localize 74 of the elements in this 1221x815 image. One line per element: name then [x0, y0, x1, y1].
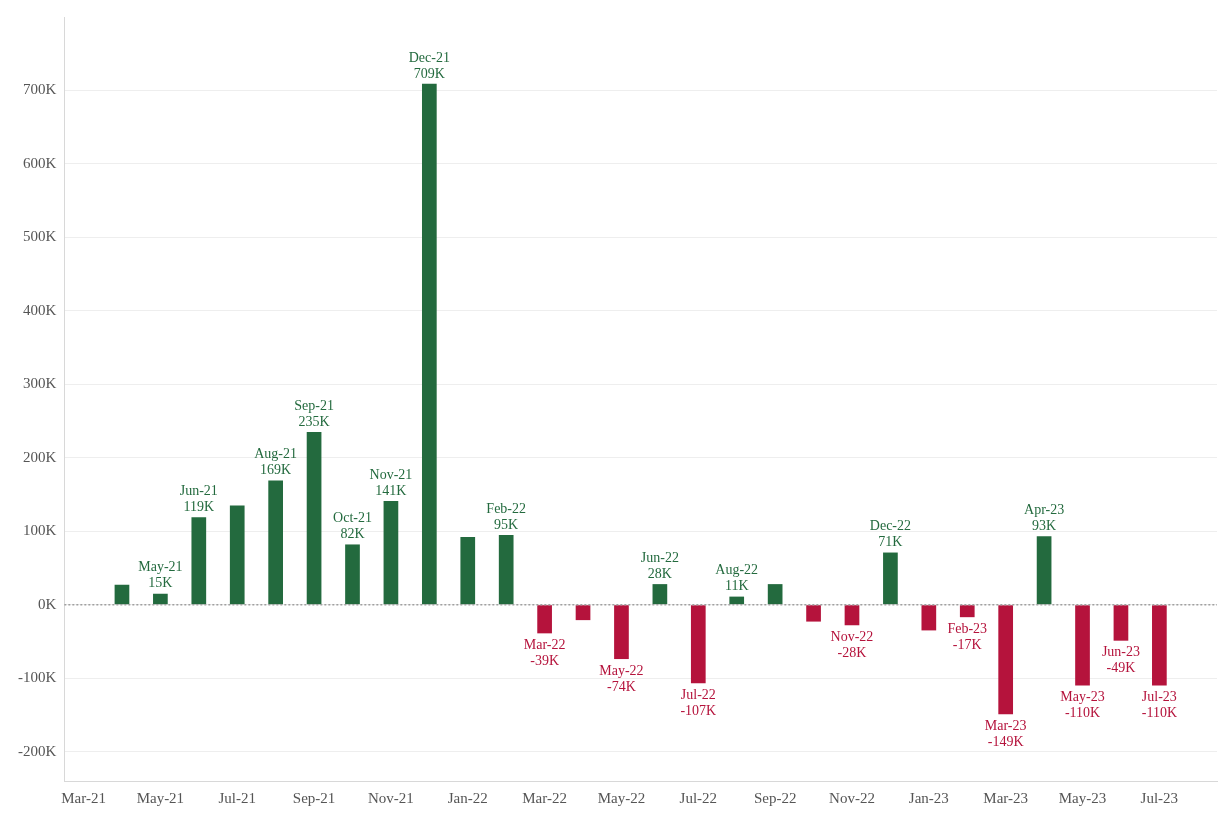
- y-tick-label: 400K: [22, 301, 57, 318]
- data-label: Oct-21 82K: [333, 510, 372, 542]
- y-tick-label: 700K: [22, 81, 57, 98]
- bar: [575, 605, 591, 621]
- y-tick-label: 600K: [22, 154, 57, 171]
- bar: [383, 501, 399, 605]
- bar: [652, 584, 668, 605]
- x-tick-label: Sep-21: [292, 789, 336, 806]
- bar: [1075, 605, 1090, 686]
- x-tick-label: Mar-22: [522, 789, 567, 806]
- y-tick-label: -100K: [18, 669, 57, 686]
- bar: [806, 605, 821, 622]
- data-label: Nov-22 -28K: [830, 628, 874, 660]
- data-label: Sep-21 235K: [294, 397, 334, 429]
- bar: [229, 505, 245, 605]
- bar: [498, 534, 514, 605]
- x-tick-label: Jul-21: [218, 789, 256, 806]
- data-label: Mar-23 -149K: [984, 717, 1027, 749]
- x-tick-label: Sep-22: [753, 789, 797, 806]
- x-tick-label: Nov-21: [368, 789, 414, 806]
- data-label: Dec-21 709K: [408, 49, 450, 81]
- x-tick-label: Jul-23: [1140, 789, 1179, 806]
- data-label: May-23 -110K: [1060, 689, 1105, 721]
- bar: [998, 605, 1014, 715]
- bar: [614, 605, 629, 660]
- data-label: Jul-23 -110K: [1141, 689, 1177, 721]
- bar: [1113, 605, 1129, 641]
- bar: [959, 605, 975, 618]
- x-tick-label: May-21: [136, 789, 185, 806]
- data-label: Feb-23 -17K: [947, 620, 988, 652]
- data-label: Dec-22 71K: [869, 518, 912, 550]
- bar: [191, 517, 207, 605]
- bar: [1036, 536, 1052, 605]
- y-tick-label: -200K: [18, 742, 57, 759]
- bar: [690, 605, 706, 684]
- data-label: Jun-22 28K: [640, 549, 679, 581]
- bar: [537, 605, 552, 634]
- data-label: Mar-22 -39K: [523, 637, 566, 669]
- bar: [921, 605, 937, 631]
- bar: [844, 605, 860, 626]
- x-tick-label: Jan-23: [908, 789, 949, 806]
- y-tick-label: 500K: [22, 228, 57, 245]
- data-label: Feb-22 95K: [486, 500, 527, 532]
- x-tick-label: Mar-21: [61, 789, 106, 806]
- data-label: Aug-22 11K: [715, 562, 759, 594]
- data-label: Apr-23 93K: [1024, 502, 1065, 534]
- bar: [460, 537, 476, 605]
- bar: [114, 584, 130, 605]
- data-label: Jun-23 -49K: [1101, 644, 1141, 676]
- x-tick-label: Jul-22: [679, 789, 718, 806]
- data-label: May-22 -74K: [599, 662, 644, 694]
- y-tick-label: 0K: [37, 595, 57, 612]
- x-tick-label: May-23: [1058, 789, 1107, 806]
- x-tick-label: May-22: [597, 789, 646, 806]
- x-tick-label: Nov-22: [829, 789, 875, 806]
- x-tick-label: Jan-22: [447, 789, 488, 806]
- x-tick-label: Mar-23: [983, 789, 1029, 806]
- data-label: Jul-22 -107K: [680, 686, 717, 718]
- bar: [883, 552, 898, 605]
- y-tick-label: 300K: [22, 375, 57, 392]
- bar: [729, 596, 745, 605]
- bar: [1152, 605, 1167, 686]
- bar: [345, 544, 360, 605]
- data-label: May-21 15K: [138, 559, 183, 591]
- bar: [268, 480, 283, 605]
- data-label: Aug-21 169K: [254, 446, 298, 478]
- bar: [767, 584, 783, 605]
- data-label: Jun-21 119K: [179, 482, 218, 514]
- y-tick-label: 200K: [22, 448, 57, 465]
- bar: [421, 83, 437, 605]
- bar: [153, 593, 168, 605]
- y-tick-label: 100K: [22, 522, 57, 539]
- data-label: Nov-21 141K: [369, 466, 413, 498]
- bar: [306, 432, 322, 605]
